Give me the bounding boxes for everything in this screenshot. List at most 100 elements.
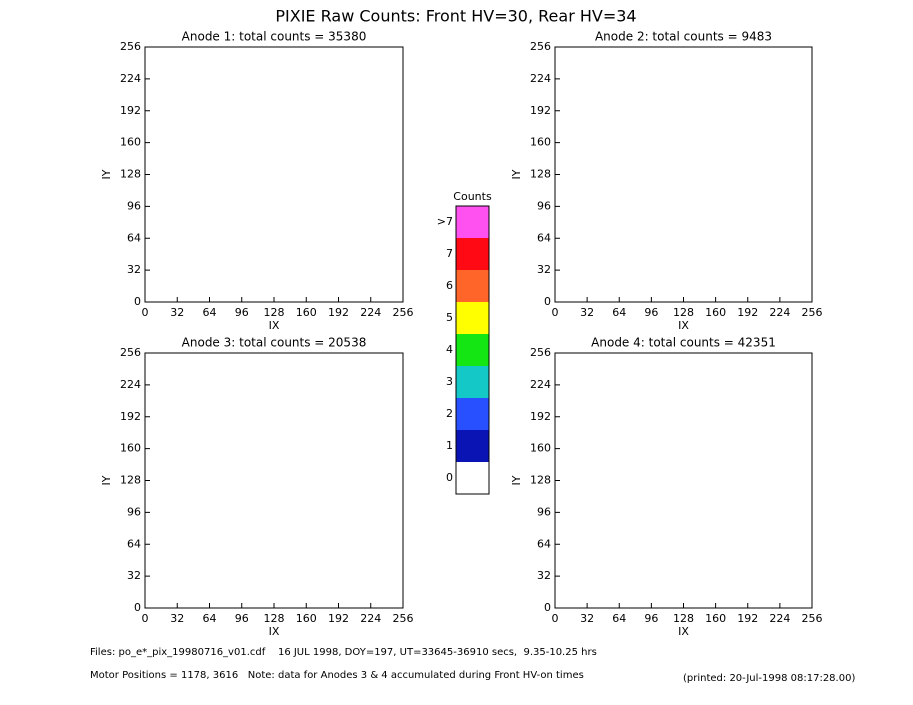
y-tick-label: 96 [537, 505, 551, 518]
x-tick-label: 192 [328, 612, 349, 625]
colorbar-cell [456, 334, 489, 366]
x-tick-label: 64 [612, 612, 626, 625]
y-tick-label: 96 [537, 199, 551, 212]
colorbar-cell [456, 430, 489, 462]
colorbar-label: 7 [446, 247, 453, 260]
x-tick-label: 256 [802, 306, 823, 319]
colorbar-cell [456, 462, 489, 494]
colorbar-label: 5 [446, 311, 453, 324]
y-tick-label: 96 [127, 505, 141, 518]
panel-title: Anode 2: total counts = 9483 [595, 30, 772, 44]
y-tick-label: 192 [120, 410, 141, 423]
y-tick-label: 224 [120, 378, 141, 391]
x-tick-label: 160 [705, 306, 726, 319]
y-tick-label: 128 [120, 168, 141, 181]
x-tick-label: 160 [705, 612, 726, 625]
colorbar-frame [455, 205, 490, 495]
y-tick-label: 192 [120, 104, 141, 117]
y-tick-label: 160 [120, 442, 141, 455]
y-axis-label: IY [510, 475, 523, 485]
x-tick-label: 0 [552, 306, 559, 319]
y-tick-label: 192 [530, 410, 551, 423]
x-tick-label: 32 [170, 306, 184, 319]
footer-motor: Motor Positions = 1178, 3616 Note: data … [90, 670, 584, 681]
y-axis-label: IY [100, 169, 113, 179]
y-tick-label: 256 [120, 40, 141, 53]
plot-area [144, 46, 404, 303]
panel-title: Anode 3: total counts = 20538 [182, 336, 367, 350]
y-tick-label: 192 [530, 104, 551, 117]
y-tick-label: 256 [120, 346, 141, 359]
y-tick-label: 96 [127, 199, 141, 212]
y-tick-label: 0 [544, 601, 551, 614]
y-axis-label: IY [510, 169, 523, 179]
colorbar-label: 3 [446, 375, 453, 388]
x-tick-label: 0 [142, 612, 149, 625]
y-tick-label: 160 [530, 442, 551, 455]
y-tick-label: 224 [120, 72, 141, 85]
x-tick-label: 64 [203, 612, 217, 625]
x-axis-label: IX [678, 625, 689, 638]
x-tick-label: 96 [235, 306, 249, 319]
colorbar-label: >7 [437, 215, 453, 228]
x-tick-label: 128 [264, 306, 285, 319]
colorbar-cell [456, 398, 489, 430]
x-tick-label: 160 [296, 612, 317, 625]
x-axis-label: IX [678, 319, 689, 332]
footer-files: Files: po_e*_pix_19980716_v01.cdf 16 JUL… [90, 647, 597, 658]
x-tick-label: 0 [142, 306, 149, 319]
x-tick-label: 160 [296, 306, 317, 319]
x-tick-label: 256 [393, 612, 414, 625]
x-tick-label: 192 [328, 306, 349, 319]
x-tick-label: 32 [580, 306, 594, 319]
colorbar-cell [456, 366, 489, 398]
panel-title: Anode 4: total counts = 42351 [591, 336, 776, 350]
y-tick-label: 160 [120, 136, 141, 149]
footer-printed: (printed: 20-Jul-1998 08:17:28.00) [683, 673, 855, 684]
x-tick-label: 224 [360, 612, 381, 625]
y-tick-label: 32 [127, 263, 141, 276]
x-tick-label: 256 [802, 612, 823, 625]
colorbar-cell [456, 238, 489, 270]
x-tick-label: 256 [393, 306, 414, 319]
plot-area [554, 352, 813, 609]
x-axis-label: IX [269, 319, 280, 332]
colorbar-label: 1 [446, 439, 453, 452]
y-tick-label: 0 [544, 295, 551, 308]
y-tick-label: 128 [530, 474, 551, 487]
panel-title: Anode 1: total counts = 35380 [182, 30, 367, 44]
x-tick-label: 32 [580, 612, 594, 625]
y-tick-label: 160 [530, 136, 551, 149]
x-tick-label: 96 [235, 612, 249, 625]
colorbar-cell [456, 206, 489, 238]
y-tick-label: 32 [537, 569, 551, 582]
x-tick-label: 96 [644, 306, 658, 319]
x-axis-label: IX [269, 625, 280, 638]
x-tick-label: 128 [673, 612, 694, 625]
x-tick-label: 64 [203, 306, 217, 319]
x-tick-label: 32 [170, 612, 184, 625]
main-title: PIXIE Raw Counts: Front HV=30, Rear HV=3… [275, 7, 636, 26]
y-tick-label: 32 [537, 263, 551, 276]
x-tick-label: 224 [769, 306, 790, 319]
plot-area [554, 46, 813, 303]
y-tick-label: 0 [134, 295, 141, 308]
y-axis-label: IY [100, 475, 113, 485]
y-tick-label: 256 [530, 40, 551, 53]
y-tick-label: 128 [530, 168, 551, 181]
x-tick-label: 224 [360, 306, 381, 319]
x-tick-label: 128 [673, 306, 694, 319]
x-tick-label: 192 [737, 306, 758, 319]
colorbar-label: 6 [446, 279, 453, 292]
y-tick-label: 224 [530, 378, 551, 391]
colorbar-cell [456, 302, 489, 334]
x-tick-label: 0 [552, 612, 559, 625]
x-tick-label: 96 [644, 612, 658, 625]
y-tick-label: 64 [127, 537, 141, 550]
x-tick-label: 192 [737, 612, 758, 625]
plot-area [144, 352, 404, 609]
y-tick-label: 256 [530, 346, 551, 359]
x-tick-label: 64 [612, 306, 626, 319]
x-tick-label: 224 [769, 612, 790, 625]
